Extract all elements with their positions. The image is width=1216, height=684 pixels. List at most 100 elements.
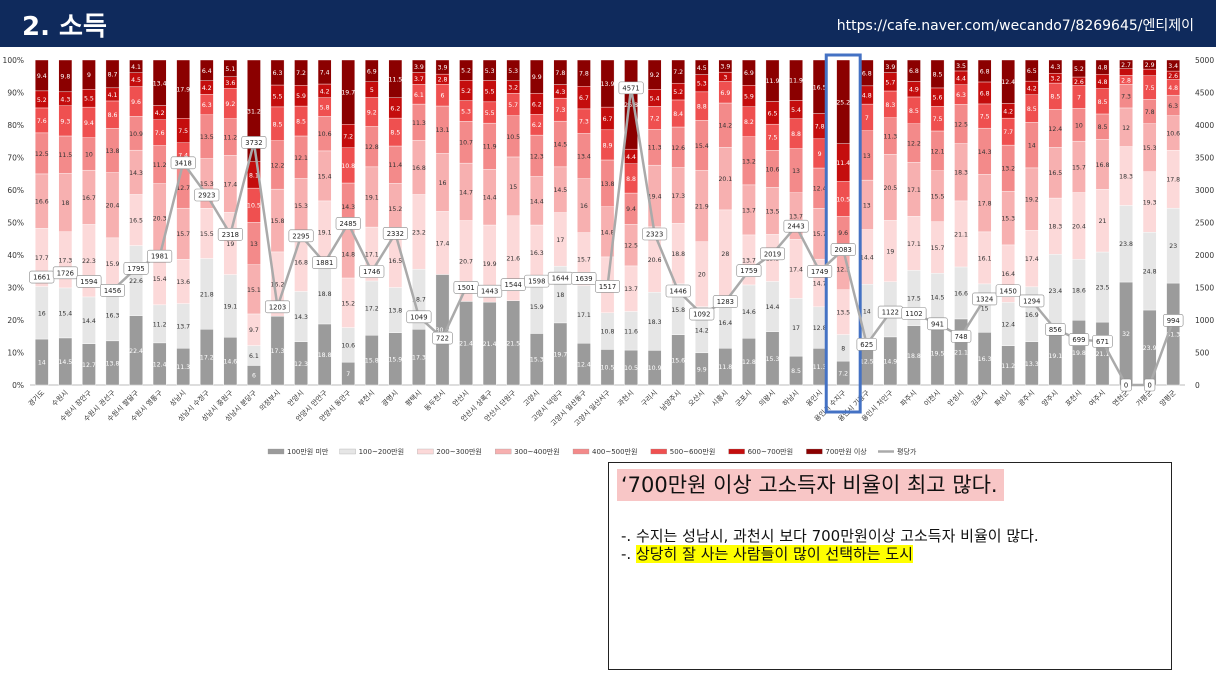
- bar-data-label: 16.7: [82, 195, 96, 202]
- bar-data-label: 14.4: [530, 198, 544, 205]
- bar-segment: [883, 59, 898, 73]
- bar-data-label: 15.8: [671, 307, 685, 314]
- bar-data-label: 15.5: [200, 231, 214, 238]
- bar-data-label: 5.1: [225, 66, 235, 73]
- line-label-box: [382, 227, 408, 240]
- bar-data-label: 8: [841, 345, 845, 352]
- bar-data-label: 5.3: [697, 81, 707, 88]
- legend-swatch: [417, 448, 434, 455]
- line-data-label: 1443: [481, 288, 498, 296]
- bar-data-label: 8.5: [296, 119, 306, 126]
- page-title: 2. 소득: [22, 12, 107, 42]
- bar-data-label: 12.4: [813, 186, 827, 193]
- legend-label: 100~200만원: [359, 447, 404, 456]
- bar-data-label: 8.1: [249, 172, 259, 179]
- line-label-box: [359, 265, 385, 278]
- line-data-label: 2083: [835, 246, 852, 254]
- bar-data-label: 19.9: [483, 261, 497, 268]
- bar-data-label: 4.4: [956, 75, 966, 82]
- bar-data-label: 4.2: [320, 88, 330, 95]
- bar-segment: [694, 59, 709, 75]
- bar-data-label: 15.6: [671, 357, 685, 364]
- bar-segment: [1142, 68, 1157, 76]
- legend-swatch: [572, 448, 590, 455]
- bar-data-label: 6.1: [414, 92, 424, 99]
- y-right-tick-label: 1500: [1195, 284, 1214, 293]
- line-data-label: 1122: [882, 309, 899, 317]
- bar-data-label: 8.5: [791, 368, 801, 375]
- bar-data-label: 18.3: [1048, 224, 1062, 231]
- line-data-label: 1517: [599, 283, 616, 291]
- bar-data-label: 10.5: [836, 196, 850, 203]
- bar-data-label: 14.4: [82, 318, 96, 325]
- bar-data-label: 13.6: [176, 279, 190, 286]
- bar-data-label: 4.2: [1027, 85, 1037, 92]
- bar-data-label: 16.4: [718, 320, 732, 327]
- bar-segment: [506, 59, 521, 82]
- line-label-box: [1120, 378, 1132, 392]
- line-data-label: 1456: [104, 287, 121, 295]
- bar-data-label: 9.4: [37, 73, 47, 80]
- line-label-box: [783, 219, 809, 233]
- bar-data-label: 20.4: [1072, 223, 1086, 230]
- bar-data-label: 6.9: [720, 90, 730, 97]
- bar-data-label: 15: [509, 184, 517, 191]
- bar-data-label: 7.3: [579, 119, 589, 126]
- bar-data-label: 6.3: [1168, 103, 1178, 110]
- bar-segment: [105, 59, 120, 89]
- y-right-tick-label: 3000: [1195, 186, 1214, 195]
- bar-data-label: 10.9: [129, 131, 143, 138]
- line-data-label: 2318: [222, 231, 239, 239]
- bar-data-label: 8.5: [1098, 99, 1108, 106]
- legend-label: 200~300만원: [436, 447, 481, 456]
- bar-data-label: 11.4: [388, 162, 402, 169]
- bar-data-label: 24.8: [1143, 269, 1157, 276]
- line-label-box: [406, 310, 432, 324]
- bar-data-label: 28: [721, 251, 729, 258]
- bar-data-label: 18.8: [671, 251, 685, 258]
- bar-segment: [294, 59, 308, 86]
- y-left-tick-label: 20%: [7, 316, 24, 325]
- bar-data-label: 20.4: [106, 203, 120, 210]
- line-data-label: 2923: [198, 192, 215, 200]
- line-data-label: 1501: [457, 284, 474, 292]
- line-data-label: 625: [860, 341, 873, 349]
- line-label-box: [736, 264, 762, 277]
- bar-data-label: 8.5: [1098, 124, 1108, 131]
- bar-data-label: 3.5: [956, 63, 966, 70]
- legend-label: 400~500만원: [592, 447, 637, 456]
- bar-data-label: 16.5: [813, 84, 827, 91]
- bar-data-label: 22.6: [129, 278, 143, 285]
- x-tick-label: 하남시: [780, 388, 800, 408]
- bar-segment: [435, 59, 450, 75]
- line-label-box: [856, 338, 877, 351]
- bar-data-label: 19: [226, 241, 234, 248]
- bar-data-label: 3.9: [414, 64, 424, 71]
- legend-swatch: [650, 448, 667, 455]
- bar-segment: [482, 59, 497, 81]
- bar-data-label: 3.6: [225, 80, 235, 87]
- bar-data-label: 14.5: [553, 142, 567, 149]
- bar-data-label: 13: [250, 241, 258, 248]
- bar-data-label: 7.2: [838, 371, 848, 378]
- bar-data-label: 4.9: [909, 87, 919, 94]
- y-left-tick-label: 60%: [7, 186, 24, 195]
- bar-data-label: 15.5: [931, 194, 945, 201]
- bar-data-label: 15.7: [176, 231, 190, 238]
- bar-data-label: 11.2: [153, 321, 167, 328]
- x-tick-label: 경기도: [26, 388, 46, 408]
- bar-segment: [1024, 59, 1039, 82]
- bar-data-label: 7.7: [1003, 129, 1013, 136]
- bar-segment: [270, 59, 285, 86]
- line-data-label: 1324: [976, 295, 993, 303]
- line-label-box: [241, 136, 267, 149]
- bar-data-label: 5.2: [37, 97, 47, 104]
- bar-data-label: 5.3: [485, 68, 495, 75]
- bar-data-label: 21.8: [200, 291, 214, 298]
- source-url[interactable]: https://cafe.naver.com/wecando7/8269645/…: [836, 18, 1194, 34]
- note-line-2: -. 상당히 잘 사는 사람들이 많이 선택하는 도시: [621, 543, 913, 564]
- bar-data-label: 11.8: [718, 364, 732, 371]
- bar-data-label: 6.2: [532, 101, 542, 108]
- bar-data-label: 7.2: [296, 70, 306, 77]
- bar-data-label: 8.5: [1027, 106, 1037, 113]
